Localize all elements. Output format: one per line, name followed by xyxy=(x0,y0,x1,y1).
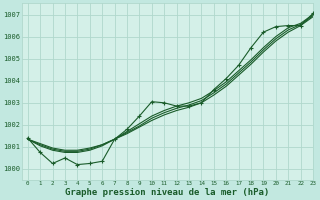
X-axis label: Graphe pression niveau de la mer (hPa): Graphe pression niveau de la mer (hPa) xyxy=(65,188,269,197)
